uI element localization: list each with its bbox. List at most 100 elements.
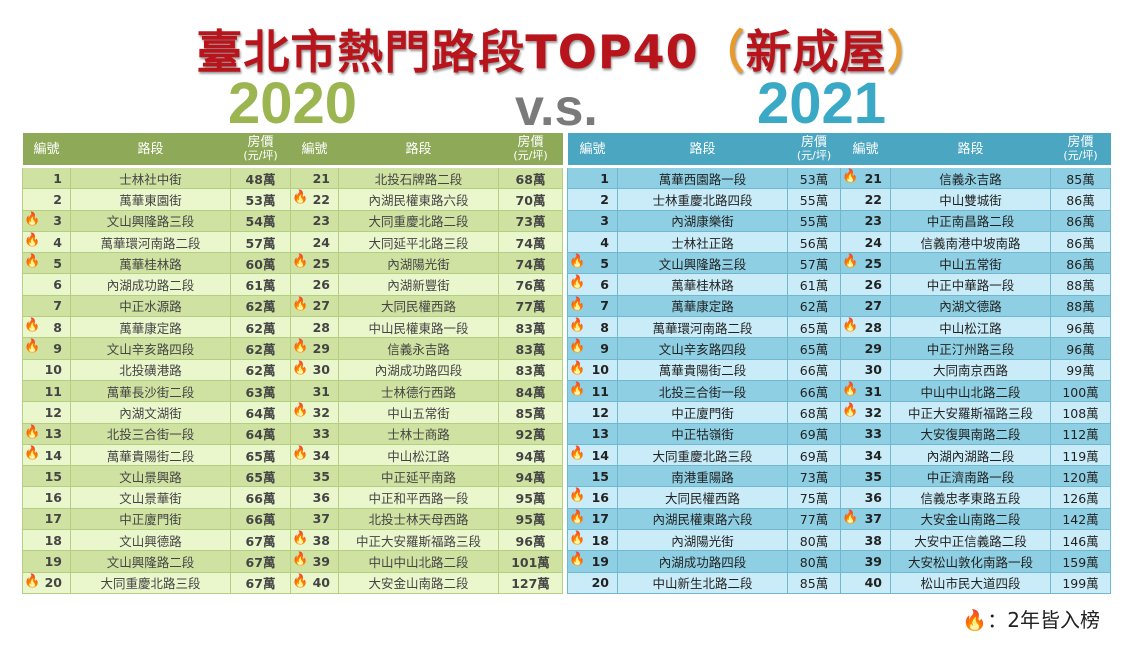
rank-number: 17 [44,511,62,527]
rank-number: 34 [312,447,330,463]
table-row: 11 萬華長沙街二段 63萬 31 士林德行西路 84萬 [22,379,563,403]
price-cell: 54萬 [230,209,291,232]
table-row: 🔥 6 萬華桂林路 61萬 26 中正中華路一段 88萬 [567,273,1111,296]
flame-icon: 🔥 [569,275,586,291]
rank-cell: 24 [290,230,339,254]
price-cell: 55萬 [787,209,841,232]
rank-cell: 26 [840,273,891,296]
flame-icon: 🔥 [842,403,859,419]
road-cell: 內湖康樂街 [617,209,788,232]
rank-cell: 🔥 3 [22,209,71,232]
rank-number: 8 [53,319,62,335]
price-cell: 159萬 [1050,550,1111,573]
rank-number: 19 [44,553,62,569]
price-cell: 95萬 [498,486,563,509]
rank-cell: 1 [567,165,618,190]
header-price: 房價 (元/坪) [1050,133,1111,168]
road-cell: 內湖內湖路二段 [890,443,1051,467]
flame-icon: 🔥 [292,445,309,461]
flame-icon: 🔥 [292,573,309,589]
versus-label: v.s. [515,79,598,137]
price-cell: 61萬 [230,273,291,296]
table-2020: 編號 路段 房價 (元/坪) 編號 路段 房價 (元/坪) 1 士林社中街 48萬 21 北投石牌路… [22,133,563,594]
header-no: 編號 [840,133,891,168]
flame-icon: 🔥 [24,339,41,355]
rank-cell: 11 [22,379,71,403]
rank-number: 26 [312,277,330,293]
table-row: 🔥 16 大同民權西路 75萬 36 信義忠孝東路五段 126萬 [567,486,1111,509]
rank-cell: 🔥 5 [567,252,618,275]
rank-cell: 🔥 7 [567,294,618,318]
rank-cell: 2 [567,188,618,211]
road-cell: 大同南京西路 [890,358,1051,381]
table-row: 🔥 20 大同重慶北路三段 67萬 🔥 40 大安金山南路二段 127萬 [22,571,563,594]
price-cell: 86萬 [1050,230,1111,254]
price-cell: 76萬 [498,273,563,296]
rank-number: 4 [53,234,62,250]
table-row: 16 文山景華街 66萬 36 中正和平西路一段 95萬 [22,486,563,509]
price-cell: 100萬 [1050,379,1111,403]
rank-cell: 35 [840,465,891,488]
header-price-label: 房價 [517,135,544,150]
rank-number: 16 [591,490,609,506]
price-cell: 69萬 [787,422,841,445]
rank-number: 6 [53,277,62,293]
price-cell: 199萬 [1050,571,1111,594]
rank-cell: 4 [567,230,618,254]
rank-number: 35 [864,468,882,484]
table-row: 1 萬華西園路一段 53萬 🔥 21 信義永吉路 85萬 [567,165,1111,190]
rank-cell: 1 [22,165,71,190]
rank-number: 15 [591,468,609,484]
price-cell: 85萬 [1050,165,1111,190]
price-cell: 96萬 [1050,316,1111,339]
header-no: 編號 [290,133,339,168]
price-cell: 83萬 [498,337,563,360]
price-cell: 60萬 [230,252,291,275]
rank-number: 6 [600,277,609,293]
header-price-unit: (元/坪) [513,149,548,162]
rank-cell: 🔥 8 [567,316,618,339]
rank-cell: 🔥 25 [290,252,339,275]
road-cell: 內湖成功路二段 [70,273,231,296]
rank-cell: 🔥 31 [840,379,891,403]
table-row: 15 南港重陽路 73萬 35 中正濟南路一段 120萬 [567,465,1111,488]
rank-number: 12 [44,404,62,420]
road-cell: 士林社正路 [617,230,788,254]
rank-number: 28 [864,319,882,335]
rank-cell: 18 [22,529,71,552]
road-cell: 萬華桂林路 [70,252,231,275]
rank-cell: 36 [840,486,891,509]
header-road: 路段 [70,133,231,168]
year-2020-label: 2020 [228,71,358,136]
road-cell: 文山辛亥路四段 [617,337,788,360]
price-cell: 77萬 [787,507,841,531]
price-cell: 53萬 [787,165,841,190]
flame-icon: 🔥 [24,318,41,334]
road-cell: 中正廈門街 [70,507,231,531]
rank-cell: 🔥 20 [22,571,71,594]
rank-number: 14 [44,447,62,463]
flame-icon: 🔥 [292,552,309,568]
rank-number: 25 [312,255,330,271]
rank-number: 24 [312,234,330,250]
rank-cell: 🔥 14 [567,443,618,467]
road-cell: 文山興隆路二段 [70,550,231,573]
price-cell: 146萬 [1050,529,1111,552]
rank-cell: 24 [840,230,891,254]
road-cell: 內湖成功路四段 [617,550,788,573]
road-cell: 北投石牌路二段 [338,165,499,190]
rank-number: 17 [591,511,609,527]
rank-number: 7 [600,298,609,314]
flame-icon: 🔥 [24,445,41,461]
price-cell: 62萬 [230,294,291,318]
rank-cell: 39 [840,550,891,573]
header-road: 路段 [890,133,1051,168]
road-cell: 信義永吉路 [890,165,1051,190]
table-row: 3 內湖康樂街 55萬 23 中正南昌路二段 86萬 [567,209,1111,232]
rank-number: 22 [864,191,882,207]
rank-number: 27 [864,298,882,314]
table-row: 4 士林社正路 56萬 24 信義南港中坡南路 86萬 [567,230,1111,254]
header-price-label: 房價 [1067,135,1094,150]
flame-icon: 🔥 [842,381,859,397]
flame-icon: 🔥 [24,232,41,248]
